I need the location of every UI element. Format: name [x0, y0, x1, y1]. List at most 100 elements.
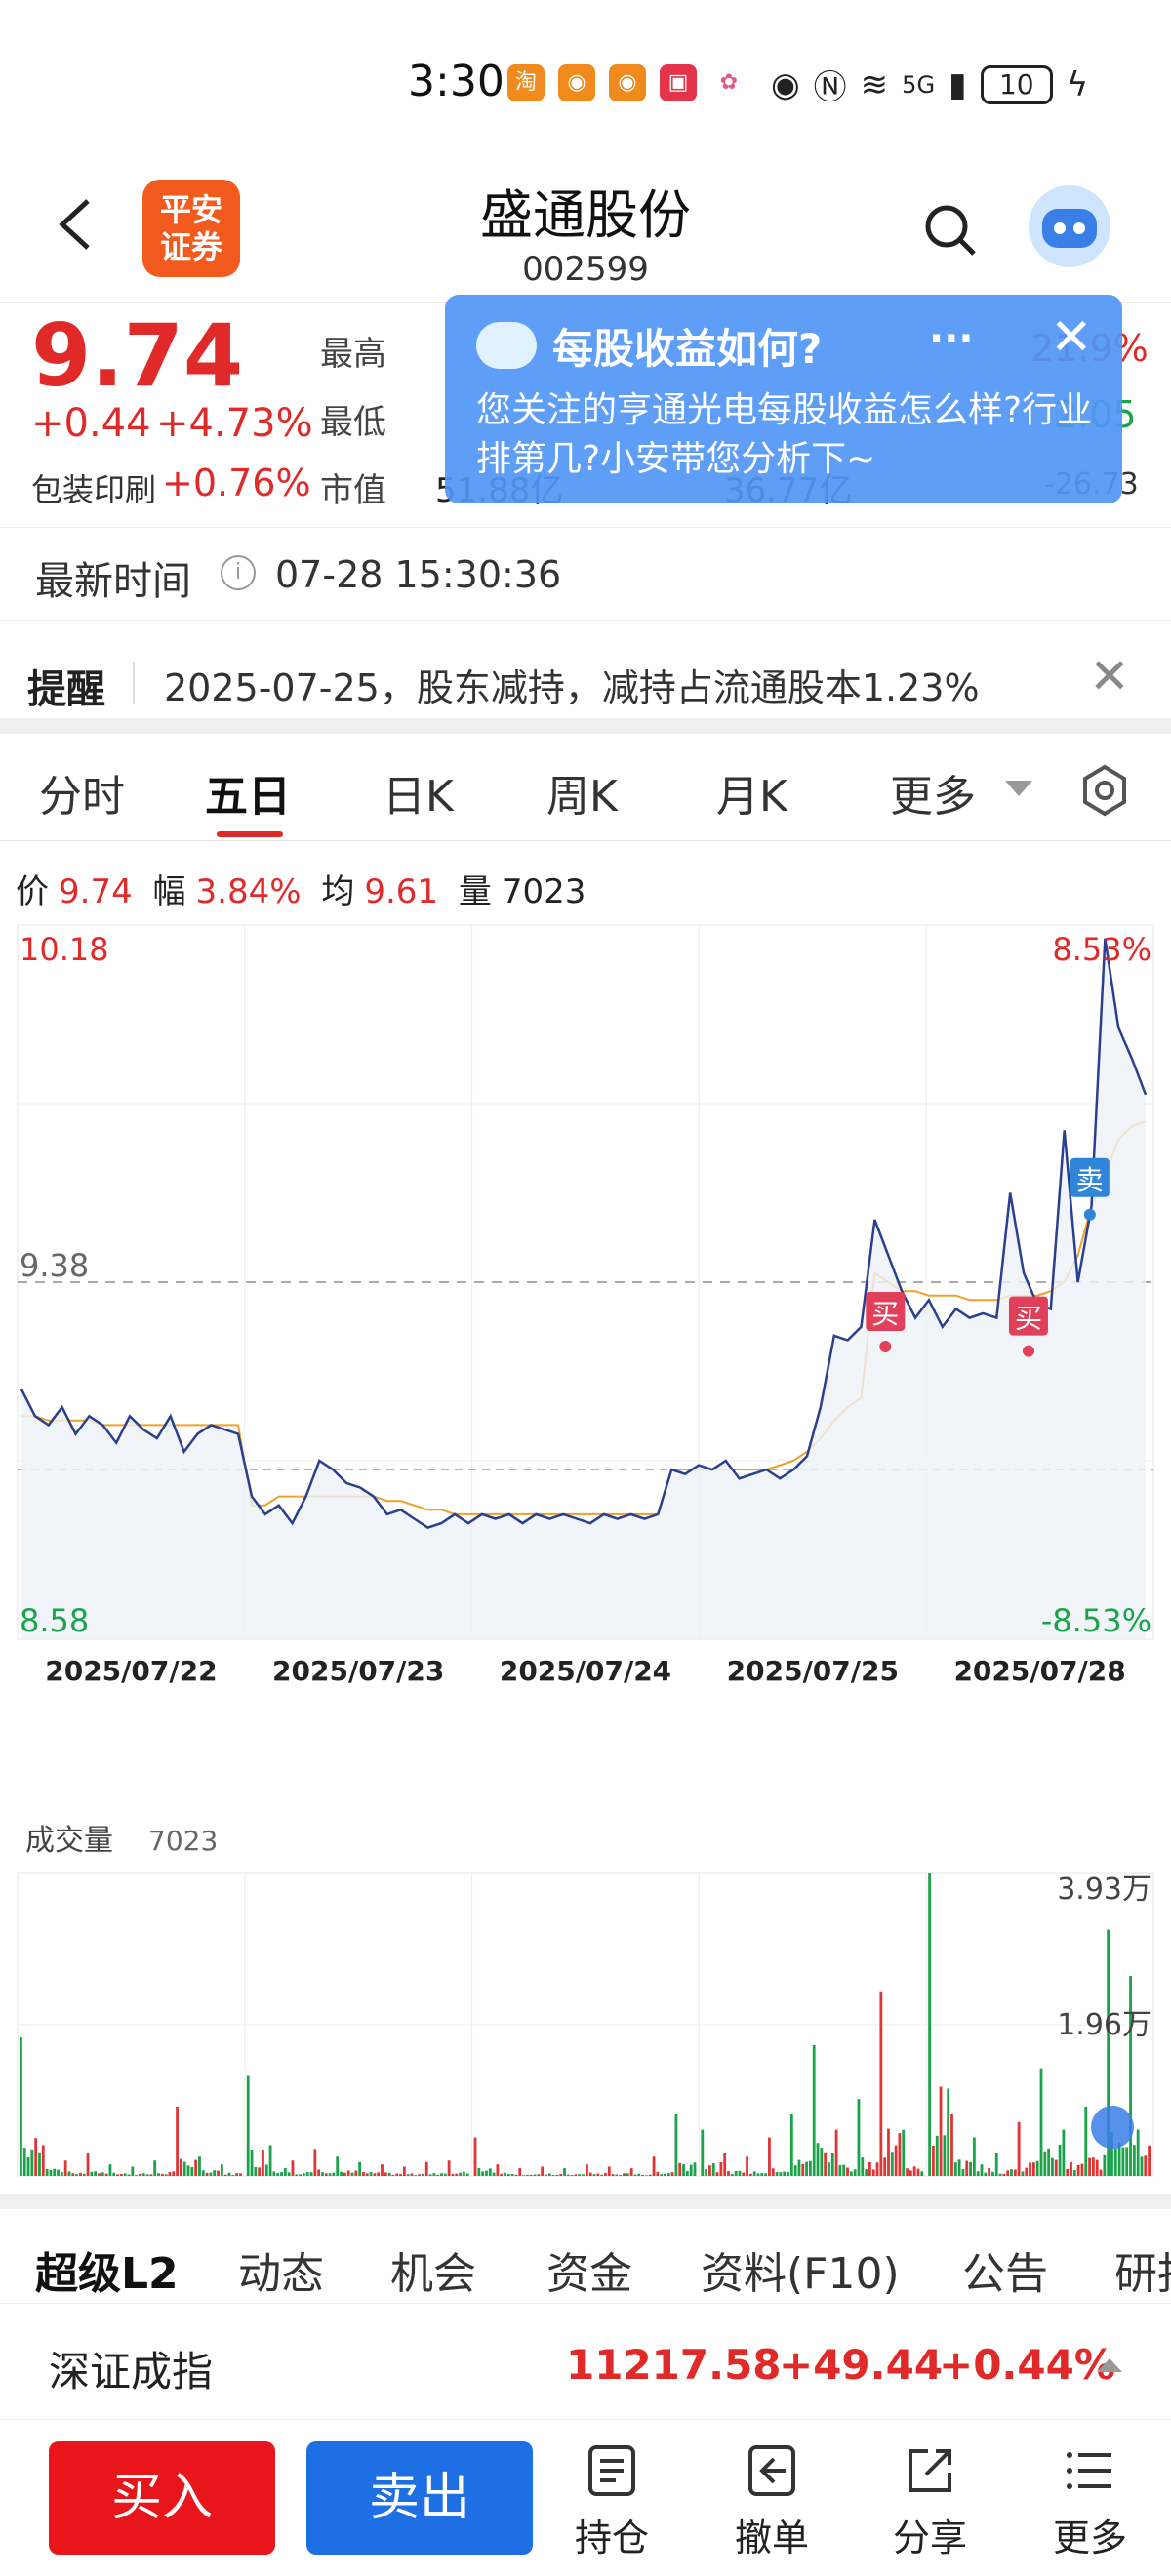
buy-button[interactable]: 买入: [49, 2441, 275, 2555]
tab-super-l2[interactable]: 超级L2: [35, 2249, 179, 2299]
alert-banner[interactable]: 提醒 2025-07-25，股东减持，减持占流通股本1.23% ✕: [0, 621, 1171, 718]
volume-bar: [976, 2171, 980, 2176]
volume-bar: [846, 2167, 849, 2176]
x-tick-label: 2025/07/23: [272, 1655, 444, 1687]
volume-bar: [235, 2173, 238, 2176]
volume-current: 7023: [148, 1825, 218, 1857]
tab-daily-k[interactable]: 日K: [383, 772, 454, 822]
volume-bar: [984, 2172, 988, 2176]
volume-bar: [715, 2172, 719, 2176]
latest-time-label: 最新时间: [35, 559, 191, 604]
y-tick-label: 9.38: [20, 1247, 89, 1284]
volume-bar: [619, 2174, 623, 2176]
volume-bar: [1035, 2160, 1039, 2176]
popup-more-icon[interactable]: ···: [929, 316, 974, 361]
volume-bar: [734, 2170, 738, 2176]
price-value: 9.74: [59, 872, 133, 911]
volume-bar: [883, 2157, 887, 2176]
x-tick-label: 2025/07/22: [45, 1655, 217, 1687]
holdings-button[interactable]: 持仓: [548, 2443, 675, 2561]
volume-bar: [201, 2170, 205, 2176]
tab-more[interactable]: 更多: [890, 772, 976, 822]
chart-svg[interactable]: 10.18 9.38 8.58 8.53% -8.53% 2025/07/22 2025/0…: [0, 907, 1171, 1825]
active-tab-indicator: [217, 831, 283, 837]
cancel-order-button[interactable]: 撤单: [708, 2443, 835, 2561]
tab-opportunity[interactable]: 机会: [390, 2249, 476, 2299]
tab-research[interactable]: 研报: [1114, 2249, 1171, 2299]
five-day-chart[interactable]: 10.18 9.38 8.58 8.53% -8.53% 2025/07/22 2025/0…: [0, 907, 1171, 1825]
volume-bar: [906, 2168, 909, 2176]
volume-bar: [387, 2172, 391, 2176]
volume-bar: [209, 2172, 213, 2176]
volume-bar: [391, 2174, 395, 2176]
latest-time-row: 最新时间 i 07-28 15:30:36: [0, 527, 1171, 621]
more-button[interactable]: 更多: [1027, 2443, 1153, 2561]
tab-five-day[interactable]: 五日: [205, 772, 291, 822]
volume-bar: [537, 2174, 541, 2176]
avg-series-line: [21, 1120, 1147, 1515]
volume-bar: [969, 2161, 972, 2176]
volume-bar: [26, 2157, 30, 2176]
volume-bar: [41, 2145, 45, 2176]
volume-bar: [1051, 2157, 1054, 2176]
search-icon[interactable]: [921, 201, 980, 260]
sector-name[interactable]: 包装印刷: [31, 471, 157, 508]
right-tick-label: -8.53%: [1041, 1602, 1151, 1639]
volume-bar: [362, 2172, 365, 2176]
status-bar: 3:30 淘 ◉ ◉ ▣ ✿ ◉ Ⓝ ≋ 5G ▮ 10 ϟ: [0, 0, 1171, 166]
back-icon[interactable]: [53, 195, 98, 254]
sell-button[interactable]: 卖出: [306, 2441, 533, 2555]
volume-bar: [377, 2172, 381, 2176]
tab-funds[interactable]: 资金: [546, 2249, 632, 2299]
volume-bar: [708, 2165, 711, 2176]
volume-bar: [182, 2161, 186, 2176]
volume-bar: [645, 2175, 648, 2176]
volume-bar: [760, 2173, 764, 2176]
volume-bar: [440, 2173, 443, 2176]
tab-announcements[interactable]: 公告: [962, 2249, 1048, 2299]
volume-bar: [22, 2148, 26, 2176]
huawei-icon: ▣: [660, 64, 697, 101]
tab-monthly-k[interactable]: 月K: [716, 772, 787, 822]
volume-bar: [258, 2167, 262, 2176]
volume-bar: [1095, 2159, 1099, 2176]
volume-bar: [488, 2168, 492, 2176]
volume-bar: [824, 2152, 828, 2176]
sector-change: +0.76%: [162, 462, 311, 504]
tab-news[interactable]: 动态: [238, 2249, 324, 2299]
volume-bar: [358, 2161, 362, 2176]
close-icon[interactable]: ✕: [1089, 648, 1130, 704]
volume-bar: [596, 2173, 600, 2176]
tab-intraday[interactable]: 分时: [39, 772, 125, 822]
volume-bar: [506, 2173, 510, 2176]
close-icon[interactable]: ✕: [1050, 308, 1093, 367]
y-tick-label: 8.58: [20, 1602, 89, 1639]
volume-bar: [354, 2170, 358, 2176]
index-ticker[interactable]: 深证成指 11217.58 +49.44 +0.44%: [0, 2303, 1171, 2420]
gear-icon[interactable]: [1077, 763, 1132, 818]
info-icon[interactable]: i: [221, 555, 256, 590]
wifi-icon: ≋: [860, 64, 889, 104]
volume-bar: [957, 2159, 961, 2176]
eps-popup[interactable]: 每股收益如何? ··· ✕ 您关注的亨通光电每股收益怎么样?行业排第几?小安带您…: [445, 295, 1122, 503]
amp-value: 3.84%: [195, 872, 302, 911]
volume-bar: [190, 2166, 194, 2176]
assistant-robot-icon[interactable]: [1029, 185, 1110, 267]
volume-bar: [916, 2168, 920, 2176]
y-tick-label: 1.96万: [1057, 2008, 1151, 2042]
index-change: +49.44: [779, 2341, 944, 2389]
tab-weekly-k[interactable]: 周K: [546, 772, 618, 822]
volume-bar: [321, 2172, 324, 2176]
volume-bar: [1076, 2164, 1080, 2176]
volume-bar: [141, 2173, 145, 2176]
volume-bar: [1062, 2129, 1066, 2176]
app-notification-icon: ◉: [558, 64, 595, 101]
volume-chart[interactable]: 成交量 7023 3.93万 1.96万: [0, 1815, 1171, 2186]
chevron-up-icon[interactable]: [1097, 2358, 1122, 2372]
volume-bar: [719, 2161, 723, 2176]
volume-bar: [1129, 1975, 1132, 2176]
tab-profile[interactable]: 资料(F10): [701, 2249, 900, 2299]
nfc-icon: Ⓝ: [813, 68, 847, 107]
share-button[interactable]: 分享: [867, 2443, 993, 2561]
volume-bar: [1039, 2068, 1043, 2176]
